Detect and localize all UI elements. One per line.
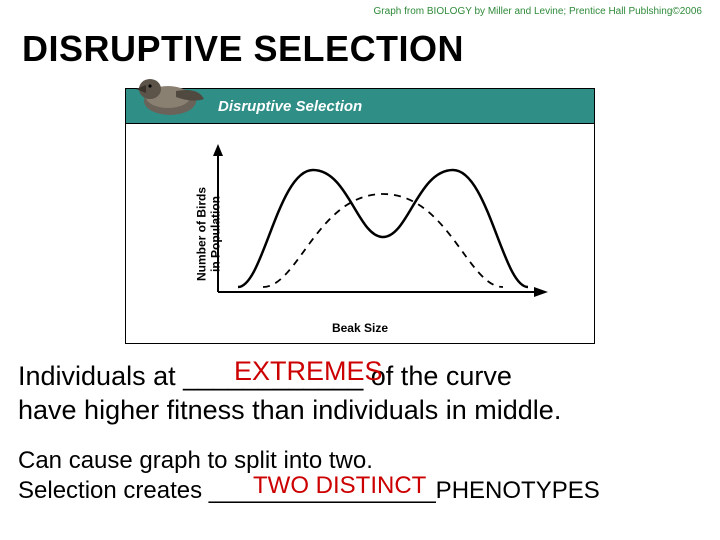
diagram-header: Disruptive Selection [125,88,595,124]
x-axis-label: Beak Size [126,321,594,335]
plot-area [208,142,558,307]
diagram-container: Disruptive Selection Number of Birds in … [125,88,595,344]
plot-panel: Number of Birds in Population [125,124,595,344]
solid-curve [238,170,528,287]
sentence1-line2: have higher fitness than individuals in … [18,394,708,428]
axes [213,144,548,297]
slide-page: Graph from BIOLOGY by Miller and Levine;… [0,0,720,540]
plot-svg [208,142,558,307]
diagram-header-label: Disruptive Selection [218,98,362,115]
sentence1-fill: EXTREMES [234,355,383,389]
sentence-2: Can cause graph to split into two. Selec… [18,446,718,506]
y-axis-label-line1: Number of Birds [195,187,209,281]
sentence2-fill: TWO DISTINCT [253,471,426,501]
dashed-curve [263,194,503,287]
page-title: DISRUPTIVE SELECTION [22,28,464,70]
finch-icon [132,67,210,119]
sentence-1: Individuals at ____________ of the curve… [18,360,708,428]
attribution-text: Graph from BIOLOGY by Miller and Levine;… [374,6,702,17]
